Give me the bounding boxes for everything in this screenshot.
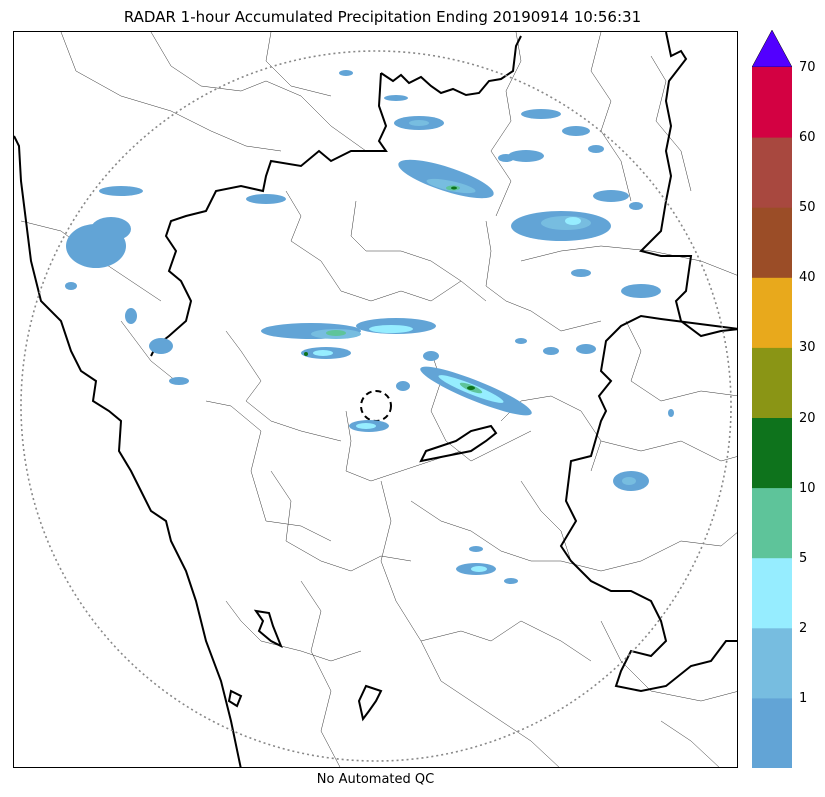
colorbar-tick-label: 10 [799,480,816,496]
colorbar-segment [752,697,792,768]
precipitation-echoes [65,70,674,584]
colorbar-tick-label: 50 [799,200,816,216]
precipitation-colorbar [752,30,792,768]
radar-site-marker [360,390,392,422]
colorbar-segment [752,347,792,418]
colorbar-tick-label-top: 70 [799,60,816,75]
colorbar-segment [752,417,792,489]
state-boundaries [14,32,737,767]
radar-map[interactable] [13,31,738,768]
colorbar-segment [752,67,792,138]
colorbar-tick-label: 30 [799,340,816,356]
colorbar-tick-label: 40 [799,270,816,286]
colorbar-segment [752,207,792,278]
colorbar-tick-label: 1 [799,690,808,706]
colorbar-tick-label: 2 [799,620,808,636]
qc-caption: No Automated QC [316,772,435,787]
colorbar-segment [752,627,792,699]
colorbar-tick-label: 5 [799,550,808,566]
colorbar-segment [752,277,792,348]
colorbar-segment [752,137,792,208]
colorbar-segment [752,487,792,559]
colorbar-tick-label: 60 [799,130,816,146]
radar-range-ring [20,50,732,762]
colorbar-segments [752,67,792,768]
district-boundaries [20,32,737,767]
colorbar-extend-arrow [752,30,792,68]
map-title: RADAR 1-hour Accumulated Precipitation E… [123,8,642,26]
colorbar-segment [752,557,792,629]
map-canvas [14,32,737,767]
colorbar-tick-label: 20 [799,410,816,426]
